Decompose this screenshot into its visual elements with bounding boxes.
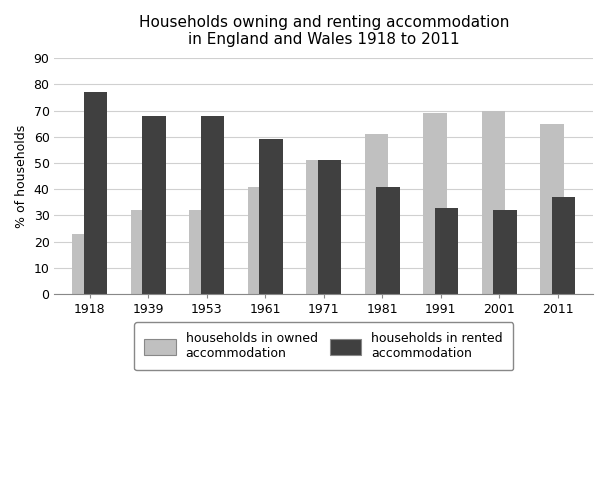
Bar — [552, 197, 575, 294]
Bar — [494, 210, 517, 294]
Bar — [201, 116, 224, 294]
Bar — [541, 124, 564, 294]
Bar — [482, 111, 505, 294]
Bar — [131, 210, 154, 294]
Bar — [306, 160, 330, 294]
Legend: households in owned
accommodation, households in rented
accommodation: households in owned accommodation, house… — [134, 322, 513, 370]
Y-axis label: % of households: % of households — [15, 124, 28, 228]
Bar — [142, 116, 165, 294]
Title: Households owning and renting accommodation
in England and Wales 1918 to 2011: Households owning and renting accommodat… — [139, 15, 509, 48]
Bar — [189, 210, 212, 294]
Bar — [260, 140, 283, 294]
Bar — [376, 187, 400, 294]
Bar — [435, 207, 458, 294]
Bar — [423, 113, 447, 294]
Bar — [84, 92, 107, 294]
Bar — [247, 187, 271, 294]
Bar — [72, 234, 95, 294]
Bar — [365, 134, 388, 294]
Bar — [318, 160, 341, 294]
